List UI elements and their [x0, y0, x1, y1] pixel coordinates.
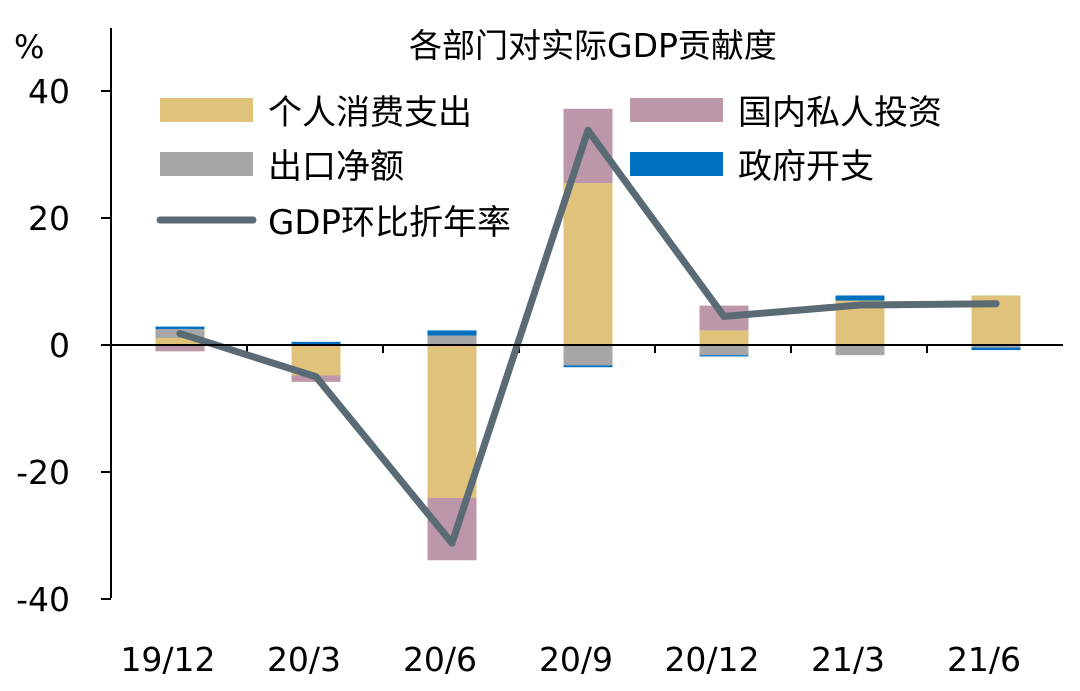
x-tick-label: 21/6 — [947, 640, 1021, 679]
plot-area — [101, 90, 1063, 600]
gdp-line-point — [448, 539, 456, 547]
bar-segment-series-3 — [835, 295, 885, 301]
y-tick-label: -20 — [16, 453, 70, 492]
bar-segment-series-0 — [155, 338, 205, 345]
axes: % — [14, 28, 1063, 598]
legend-label: 出口净额 — [268, 147, 404, 187]
bar-segment-series-2 — [835, 345, 885, 356]
bar-segment-series-0 — [427, 345, 477, 499]
gdp-line-point — [720, 312, 728, 320]
bar-segment-series-3 — [971, 347, 1021, 351]
gdp-line-point — [176, 330, 184, 338]
bar-segment-series-3 — [427, 330, 477, 336]
bar-segment-series-1 — [155, 345, 205, 352]
legend-swatch — [630, 152, 723, 176]
tick-labels: 40 20 0 -20 -40 19/12 20/3 20/6 20/9 20/12 21/3 21/… — [16, 72, 1021, 679]
chart-title: 各部门对实际GDP贡献度 — [409, 26, 777, 65]
bar-segment-series-0 — [699, 330, 749, 345]
legend-swatch — [160, 98, 253, 122]
x-tick-label: 19/12 — [120, 640, 215, 679]
bar-segment-series-1 — [427, 498, 477, 561]
bar-segment-series-3 — [699, 355, 749, 357]
legend-label: GDP环比折年率 — [268, 203, 511, 243]
bar-segment-series-3 — [291, 341, 341, 345]
gdp-line-point — [312, 373, 320, 381]
bar-segment-series-2 — [427, 335, 477, 345]
y-tick-label: 20 — [28, 199, 70, 238]
x-tick-label: 20/12 — [664, 640, 759, 679]
x-tick-label: 21/3 — [811, 640, 885, 679]
y-tick-label: 0 — [49, 326, 70, 365]
x-tick-label: 20/9 — [539, 640, 613, 679]
legend-swatch — [160, 152, 253, 176]
x-tick-label: 20/6 — [403, 640, 477, 679]
bar-segment-series-3 — [155, 326, 205, 330]
bar-segment-series-2 — [563, 345, 613, 366]
legend-label: 政府开支 — [738, 147, 874, 187]
gdp-line-point — [584, 126, 592, 134]
bar-segment-series-0 — [563, 183, 613, 345]
y-tick-label: 40 — [28, 72, 70, 111]
bar-segment-series-2 — [971, 345, 1021, 348]
legend-swatch — [630, 98, 723, 122]
y-tick-label: -40 — [16, 580, 70, 619]
y-axis-unit-label: % — [14, 28, 44, 66]
legend-label: 个人消费支出 — [268, 93, 472, 133]
bar-segment-series-2 — [699, 345, 749, 356]
x-tick-label: 20/3 — [267, 640, 341, 679]
bar-segment-series-3 — [563, 365, 613, 368]
gdp-line-point — [992, 300, 1000, 308]
gdp-line-point — [856, 301, 864, 309]
legend-label: 国内私人投资 — [738, 93, 942, 133]
